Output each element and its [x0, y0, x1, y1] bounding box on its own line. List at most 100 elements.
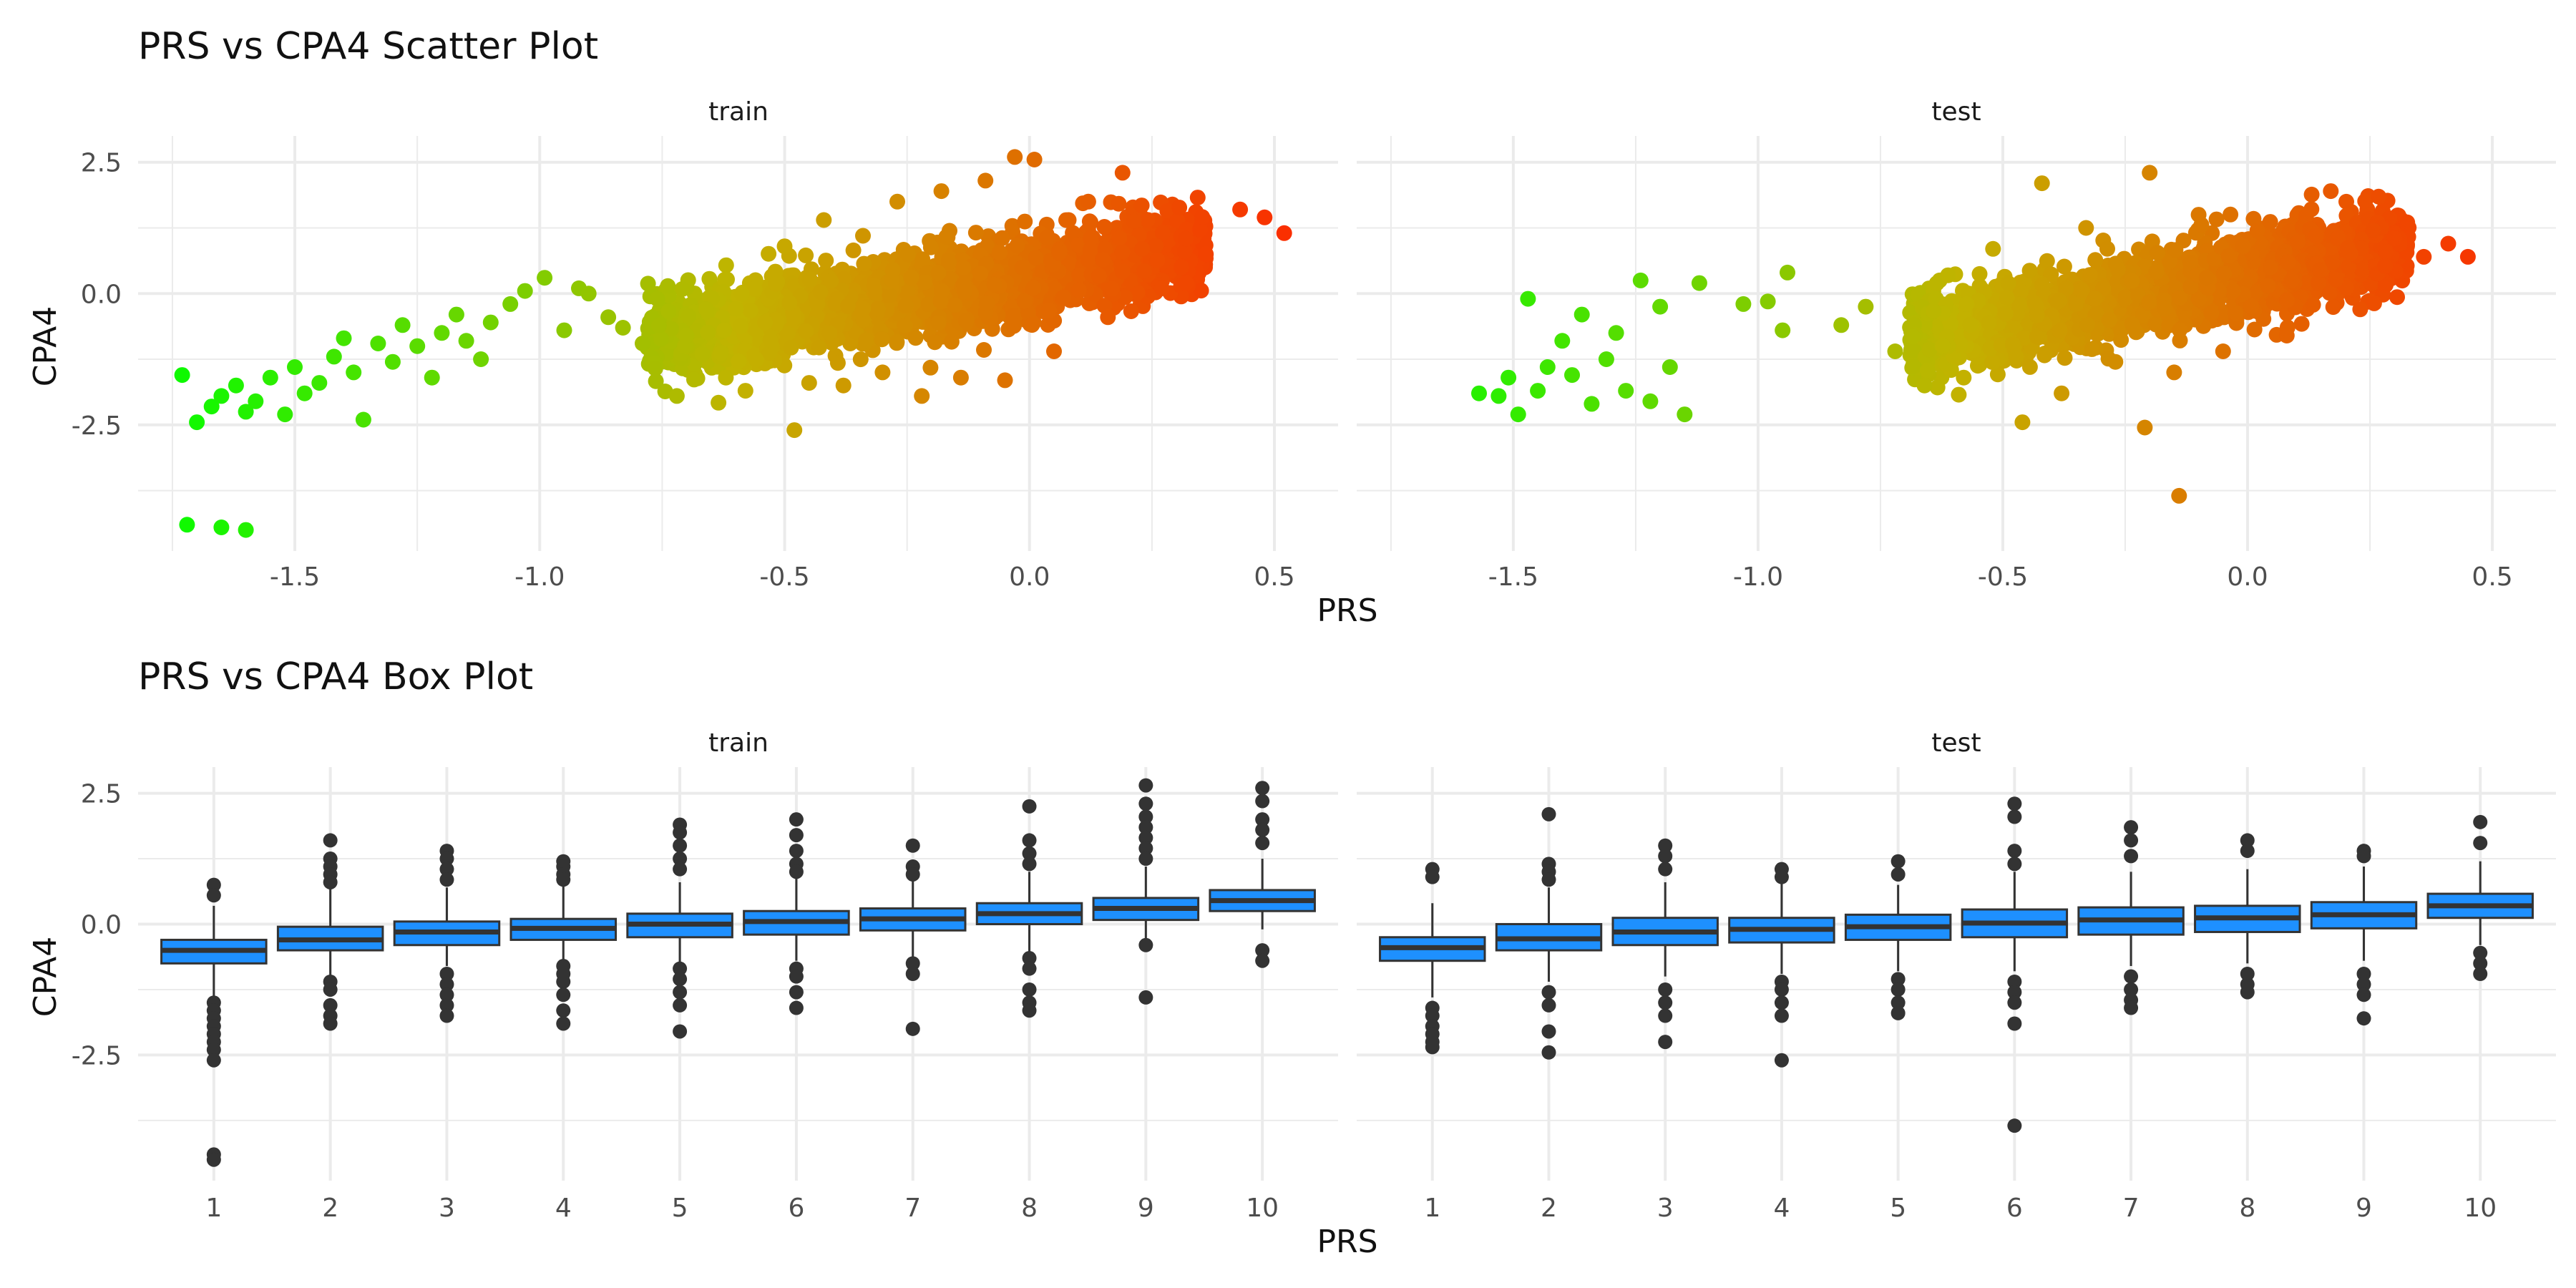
scatter-point	[2366, 295, 2382, 311]
scatter-point	[816, 212, 832, 228]
scatter-point	[1554, 333, 1571, 349]
scatter-point	[1970, 293, 1986, 309]
scatter-point	[1618, 383, 1634, 399]
box-panel-train: 1 2 3 4 5 6 7 8 9 102.50.0-2.5	[72, 767, 1338, 1223]
scatter-point	[874, 364, 891, 381]
scatter-point	[2303, 186, 2320, 203]
scatter-point	[2113, 332, 2129, 348]
scatter-point	[1760, 293, 1776, 310]
scatter-point	[2107, 353, 2124, 370]
scatter-point	[1026, 152, 1043, 167]
scatter-point	[2101, 312, 2117, 328]
scatter-point	[718, 257, 734, 273]
scatter-point	[779, 326, 796, 342]
scatter-point	[798, 323, 814, 339]
scatter-point	[748, 351, 764, 368]
scatter-point	[2109, 261, 2126, 278]
scatter-point	[2182, 278, 2199, 295]
scatter-point	[2198, 270, 2215, 286]
scatter-point	[384, 353, 401, 370]
scatter-point	[2039, 253, 2055, 269]
scatter-point	[1539, 359, 1556, 375]
scatter-point	[728, 301, 744, 317]
scatter-point	[2078, 220, 2094, 236]
scatter-point	[733, 286, 750, 302]
scatter-point	[2311, 275, 2326, 291]
scatter-point	[2371, 188, 2387, 205]
scatter-point	[2378, 277, 2394, 293]
y-tick-label: 2.5	[81, 149, 122, 178]
scatter-point	[1083, 242, 1098, 258]
scatter-point	[1189, 190, 1206, 206]
scatter-point	[2029, 307, 2045, 323]
scatter-point	[1081, 213, 1098, 230]
scatter-point	[2142, 165, 2158, 181]
scatter-point	[2215, 343, 2231, 359]
scatter-point	[882, 287, 898, 303]
scatter-point	[277, 406, 293, 423]
scatter-point	[1232, 201, 1249, 218]
scatter-point	[2051, 323, 2068, 339]
scatter-point	[2172, 322, 2188, 338]
scatter-y-axis-label: CPA4	[27, 306, 64, 387]
scatter-panel-test: -1.5 -1.0 -0.5 0.0 0.5	[1357, 136, 2556, 592]
scatter-point	[2034, 175, 2050, 192]
scatter-point	[1985, 240, 2001, 257]
scatter-point	[1574, 306, 1590, 323]
scatter-point	[213, 388, 230, 404]
scatter-point	[957, 283, 973, 300]
scatter-point	[2386, 230, 2403, 247]
scatter-plot-title: PRS vs CPA4 Scatter Plot	[138, 25, 598, 68]
scatter-point	[1024, 317, 1040, 333]
scatter-point	[1276, 225, 1292, 241]
scatter-point	[287, 359, 303, 375]
scatter-point	[482, 314, 499, 331]
scatter-point	[1159, 203, 1176, 219]
scatter-point	[900, 246, 917, 263]
scatter-point	[941, 254, 957, 270]
scatter-point	[769, 314, 784, 331]
scatter-point	[786, 422, 803, 439]
scatter-point	[2021, 263, 2038, 279]
scatter-point	[2171, 487, 2187, 504]
scatter-point	[326, 348, 342, 365]
scatter-panel-train: -1.5 -1.0 -0.5 0.0 0.52.50.0-2.5	[72, 136, 1338, 592]
scatter-point	[979, 295, 995, 311]
scatter-point	[855, 312, 872, 328]
scatter-point	[1060, 212, 1077, 228]
scatter-point	[977, 172, 994, 189]
scatter-point	[933, 183, 950, 200]
scatter-point	[1154, 225, 1171, 241]
scatter-point	[424, 369, 440, 386]
scatter-point	[2220, 248, 2237, 264]
scatter-point	[2089, 306, 2105, 322]
scatter-point	[717, 271, 733, 288]
scatter-point	[473, 351, 489, 367]
scatter-point	[2323, 183, 2339, 200]
scatter-point	[635, 336, 650, 351]
scatter-point	[1046, 343, 1062, 359]
scatter-point	[600, 309, 617, 326]
scatter-point	[2172, 290, 2188, 306]
scatter-point	[2034, 277, 2050, 293]
scatter-point	[823, 273, 839, 289]
scatter-point	[2308, 228, 2324, 244]
scatter-point	[1951, 386, 1967, 403]
scatter-point	[1735, 296, 1752, 312]
x-tick-label: -0.5	[1978, 562, 2028, 592]
x-tick-label: -1.5	[1488, 562, 1538, 592]
scatter-point	[757, 314, 774, 331]
scatter-point	[1642, 393, 1659, 409]
scatter-point	[783, 339, 799, 356]
scatter-point	[336, 330, 352, 346]
scatter-point	[700, 324, 716, 341]
scatter-point	[1016, 293, 1033, 309]
scatter-point	[1134, 240, 1151, 257]
scatter-point	[874, 331, 890, 348]
scatter-point	[2166, 364, 2182, 381]
scatter-point	[1153, 280, 1170, 296]
scatter-point	[776, 238, 793, 255]
scatter-point	[2416, 248, 2432, 265]
scatter-point	[1981, 315, 1997, 331]
scatter-point	[1070, 237, 1087, 253]
